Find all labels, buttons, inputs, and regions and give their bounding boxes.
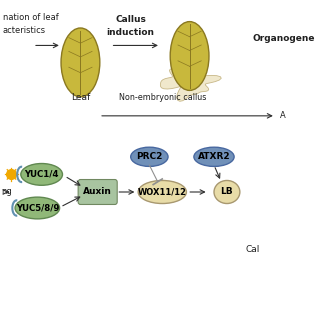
Text: induction: induction	[107, 28, 155, 36]
Text: acteristics: acteristics	[3, 26, 46, 35]
Ellipse shape	[170, 22, 209, 91]
Ellipse shape	[131, 147, 168, 166]
Text: Non-embryonic callus: Non-embryonic callus	[119, 93, 206, 102]
Ellipse shape	[15, 197, 60, 219]
Ellipse shape	[138, 180, 187, 204]
Ellipse shape	[214, 180, 240, 204]
Text: Leaf: Leaf	[71, 93, 90, 102]
Text: WOX11/12: WOX11/12	[138, 188, 187, 196]
FancyBboxPatch shape	[78, 180, 117, 204]
Ellipse shape	[61, 28, 100, 97]
Text: LB: LB	[220, 188, 233, 196]
Ellipse shape	[21, 164, 62, 185]
Ellipse shape	[194, 147, 234, 166]
Text: YUC1/4: YUC1/4	[24, 170, 59, 179]
Text: Cal: Cal	[246, 245, 260, 254]
Text: A: A	[280, 111, 286, 120]
Text: Auxin: Auxin	[83, 188, 112, 196]
Text: PRC2: PRC2	[136, 152, 163, 161]
Text: Callus: Callus	[115, 15, 146, 24]
Text: YUC5/8/9: YUC5/8/9	[16, 204, 59, 212]
Text: Organogene: Organogene	[253, 34, 315, 43]
Polygon shape	[160, 62, 221, 101]
Text: ng: ng	[1, 188, 12, 196]
Text: nation of leaf: nation of leaf	[3, 13, 59, 22]
Text: ATXR2: ATXR2	[198, 152, 230, 161]
